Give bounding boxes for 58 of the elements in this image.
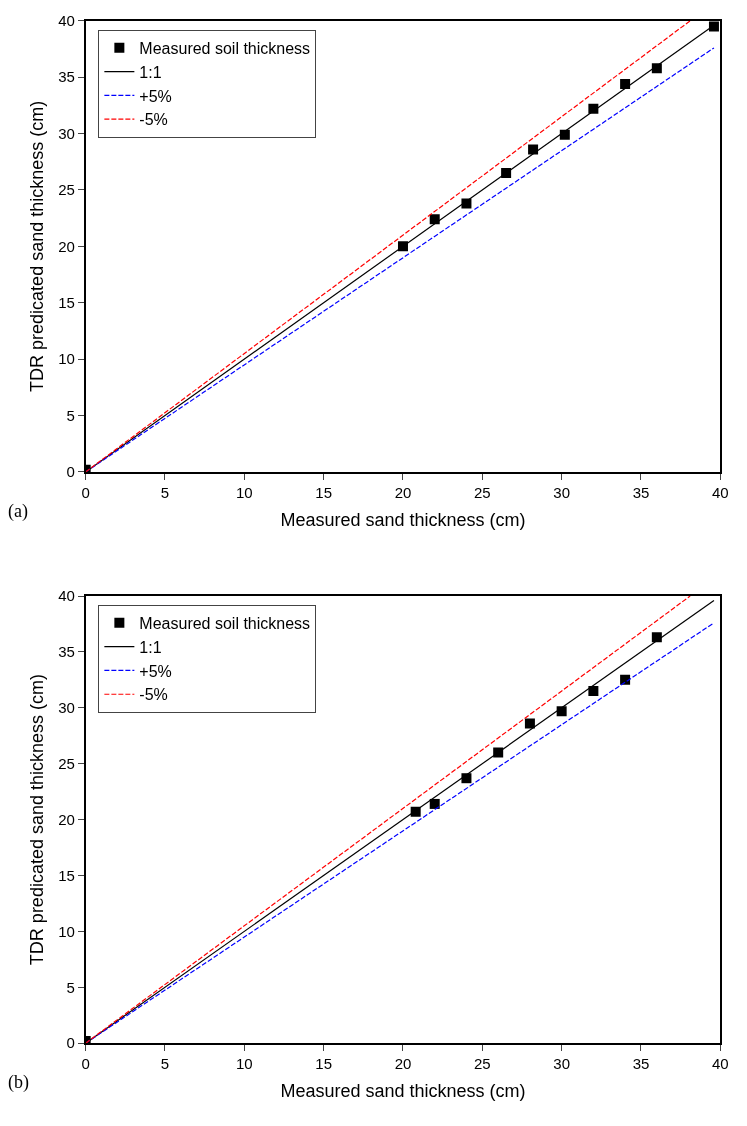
x-axis-title: Measured sand thickness (cm) [280, 510, 526, 531]
point [588, 686, 599, 697]
x-tick-label: 0 [81, 1054, 90, 1072]
legend-label: +5% [139, 87, 172, 105]
y-tick-label: 5 [66, 406, 75, 424]
point [524, 718, 535, 729]
point [708, 21, 719, 32]
x-tick-label: 40 [711, 483, 729, 501]
x-tick-label: 15 [315, 483, 332, 501]
legend-label: +5% [139, 662, 172, 680]
x-tick-label: 15 [315, 1054, 332, 1072]
point [559, 129, 570, 140]
x-tick-label: 25 [473, 483, 491, 501]
x-tick-label: 10 [235, 483, 253, 501]
y-tick-label: 10 [58, 350, 75, 368]
point [620, 674, 631, 685]
legend-label: 1:1 [139, 638, 162, 656]
x-tick-label: 35 [632, 1054, 650, 1072]
x-tick-label: 40 [711, 1054, 729, 1072]
y-tick-label: 30 [58, 124, 75, 142]
y-tick-label: 10 [58, 922, 75, 940]
y-tick-label: 0 [66, 1034, 75, 1052]
x-tick-label: 10 [235, 1054, 253, 1072]
x-tick-label: 5 [160, 1054, 170, 1072]
y-tick-label: 30 [58, 699, 75, 717]
x-tick-label: 35 [632, 483, 650, 501]
y-axis-title: TDR predicated sand thickness (cm) [26, 674, 47, 966]
y-tick-label: 35 [58, 68, 75, 86]
x-axis-title: Measured sand thickness (cm) [280, 1081, 526, 1102]
legend-label: 1:1 [139, 63, 162, 81]
text: (a) [8, 501, 28, 522]
x-tick-label: 25 [473, 1054, 491, 1072]
legend-label: -5% [139, 111, 168, 129]
y-tick-label: 15 [58, 294, 75, 311]
point [620, 78, 631, 89]
x-tick-label: 0 [81, 483, 90, 501]
y-tick-label: 5 [66, 978, 75, 996]
y-axis-title: TDR predicated sand thickness (cm) [26, 100, 47, 392]
legend-label: -5% [139, 686, 168, 704]
point [429, 798, 440, 809]
y-tick-label: 20 [58, 237, 75, 255]
x-tick-label: 20 [394, 483, 412, 501]
legend-label: Measured soil thickness [139, 39, 311, 57]
text: (b) [8, 1072, 29, 1093]
x-tick-label: 30 [553, 483, 570, 501]
y-tick-label: 25 [58, 181, 75, 199]
x-tick-label: 30 [553, 1054, 570, 1072]
y-tick-label: 0 [66, 463, 75, 481]
x-tick-label: 5 [160, 483, 170, 501]
y-tick-label: 35 [58, 643, 75, 661]
y-tick-label: 15 [58, 866, 75, 884]
point [528, 144, 539, 155]
x-tick-label: 20 [394, 1054, 412, 1072]
y-tick-label: 25 [58, 754, 75, 772]
y-tick-label: 20 [58, 810, 75, 828]
y-tick-label: 40 [58, 12, 75, 30]
legend-label: Measured soil thickness [139, 615, 311, 633]
y-tick-label: 40 [58, 587, 75, 605]
